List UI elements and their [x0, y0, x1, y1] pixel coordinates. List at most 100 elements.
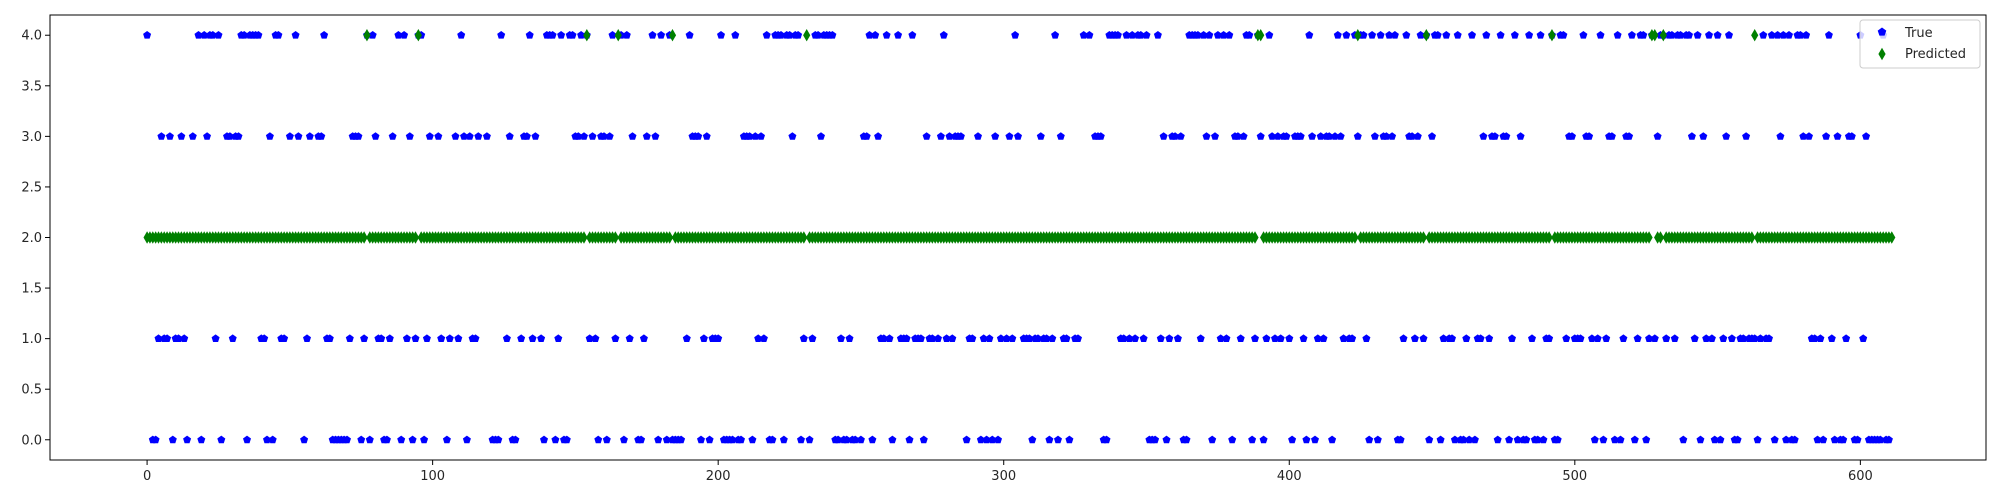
true-point — [474, 132, 483, 140]
true-point — [1425, 435, 1434, 444]
true-point — [1613, 31, 1622, 39]
true-point — [1779, 31, 1788, 39]
true-point — [942, 334, 951, 342]
true-point — [1470, 435, 1479, 444]
true-point — [1342, 31, 1351, 39]
true-point — [217, 435, 226, 444]
true-point — [1827, 334, 1836, 342]
true-point — [728, 435, 737, 444]
true-point — [1765, 334, 1773, 342]
true-point — [902, 334, 911, 342]
true-point — [817, 132, 825, 140]
true-point — [1645, 334, 1654, 342]
true-point — [157, 132, 166, 140]
true-point — [1528, 334, 1536, 342]
predicted-point — [1351, 231, 1359, 244]
true-point — [1713, 31, 1722, 39]
true-point — [928, 334, 937, 342]
true-point — [1156, 334, 1165, 342]
true-point — [1319, 334, 1328, 342]
true-point — [274, 31, 283, 39]
true-point — [1271, 334, 1279, 342]
true-point — [905, 435, 914, 444]
true-point — [1685, 31, 1693, 39]
true-point — [1679, 435, 1688, 444]
true-point — [243, 435, 251, 444]
true-point — [1348, 334, 1357, 342]
predicted-point — [1545, 231, 1553, 244]
true-point — [1616, 435, 1625, 444]
true-point — [1833, 132, 1842, 140]
true-point — [1299, 334, 1308, 342]
true-point — [1336, 132, 1345, 140]
predicted-point — [1651, 29, 1659, 42]
true-point — [1131, 334, 1140, 342]
true-point — [228, 334, 237, 342]
true-point — [1359, 31, 1368, 39]
true-point — [1213, 31, 1222, 39]
true-point — [682, 334, 691, 342]
true-point — [557, 31, 566, 39]
x-tick-label: 300 — [991, 469, 1016, 484]
true-point — [794, 31, 803, 39]
true-point — [588, 132, 597, 140]
true-point — [357, 435, 366, 444]
true-point — [1193, 31, 1202, 39]
true-point — [685, 31, 694, 39]
true-point — [628, 132, 637, 140]
true-point — [1222, 334, 1231, 342]
x-tick-label: 500 — [1562, 469, 1587, 484]
legend-predicted-marker — [1878, 47, 1886, 61]
true-point — [939, 31, 948, 39]
true-point — [1171, 132, 1179, 140]
x-axis: 0 100 200 300 400 500 600 — [143, 460, 1873, 484]
true-point — [1607, 132, 1616, 140]
true-point — [1822, 132, 1831, 140]
true-point — [494, 435, 503, 444]
true-point — [1011, 31, 1020, 39]
true-point — [1462, 334, 1471, 342]
true-point — [745, 132, 754, 140]
true-point — [1508, 334, 1516, 342]
true-point — [294, 132, 303, 140]
true-point — [1048, 334, 1057, 342]
true-point — [799, 334, 808, 342]
true-point — [699, 334, 708, 342]
true-point — [600, 132, 608, 140]
true-point — [797, 435, 805, 444]
true-point — [945, 132, 954, 140]
true-point — [525, 31, 534, 39]
true-point — [265, 132, 274, 140]
x-tick-label: 400 — [1277, 469, 1302, 484]
true-point — [522, 132, 531, 140]
true-point — [651, 132, 660, 140]
true-point — [548, 31, 557, 39]
y-tick-label: 4.0 — [21, 29, 42, 44]
true-point — [1687, 132, 1696, 140]
true-point — [1433, 31, 1442, 39]
x-tick-label: 600 — [1848, 469, 1873, 484]
true-point — [402, 334, 411, 342]
predicted-point — [800, 231, 808, 244]
true-point — [788, 132, 797, 140]
predicted-point — [1257, 29, 1265, 42]
true-point — [434, 132, 443, 140]
true-point — [1042, 334, 1051, 342]
true-point — [451, 132, 460, 140]
true-point — [1839, 435, 1848, 444]
true-point — [1590, 435, 1599, 444]
true-point — [174, 334, 183, 342]
true-point — [1113, 31, 1122, 39]
true-point — [497, 31, 506, 39]
true-point — [425, 132, 434, 140]
true-point — [759, 334, 768, 342]
true-point — [1502, 132, 1511, 140]
true-point — [1459, 435, 1468, 444]
true-point — [280, 334, 289, 342]
true-point — [437, 334, 446, 342]
true-point — [1696, 435, 1705, 444]
true-point — [1448, 334, 1456, 342]
true-point — [1799, 132, 1808, 140]
true-point — [531, 132, 540, 140]
true-point — [1065, 435, 1074, 444]
